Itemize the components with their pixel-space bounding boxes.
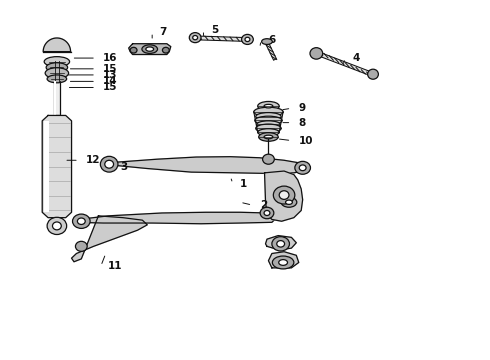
Ellipse shape: [256, 113, 281, 121]
Ellipse shape: [368, 69, 378, 79]
Ellipse shape: [162, 47, 169, 53]
Ellipse shape: [258, 129, 279, 136]
Ellipse shape: [44, 57, 70, 67]
Text: 15: 15: [103, 82, 118, 93]
Text: 9: 9: [299, 103, 306, 113]
Ellipse shape: [279, 260, 288, 265]
Ellipse shape: [257, 121, 280, 128]
Ellipse shape: [142, 45, 158, 53]
Polygon shape: [74, 212, 277, 224]
Ellipse shape: [77, 218, 85, 225]
Bar: [45, 121, 49, 212]
Ellipse shape: [272, 256, 294, 269]
Text: 4: 4: [352, 53, 360, 63]
Ellipse shape: [263, 154, 274, 164]
Text: 12: 12: [86, 155, 101, 165]
Ellipse shape: [130, 47, 137, 53]
Ellipse shape: [105, 160, 114, 168]
Ellipse shape: [279, 191, 289, 199]
Bar: [54, 81, 56, 116]
Ellipse shape: [286, 200, 293, 204]
Ellipse shape: [273, 186, 295, 204]
Ellipse shape: [47, 217, 67, 234]
Ellipse shape: [264, 211, 270, 216]
Ellipse shape: [189, 33, 201, 42]
Text: 16: 16: [103, 53, 118, 63]
Ellipse shape: [47, 75, 67, 83]
Polygon shape: [266, 235, 296, 250]
Ellipse shape: [310, 48, 323, 59]
Ellipse shape: [264, 104, 273, 108]
Bar: [55, 61, 59, 82]
Text: 8: 8: [299, 118, 306, 128]
Ellipse shape: [264, 135, 273, 139]
Polygon shape: [129, 44, 171, 54]
Ellipse shape: [254, 107, 283, 117]
Ellipse shape: [295, 161, 311, 174]
Ellipse shape: [73, 214, 90, 228]
Text: 13: 13: [103, 70, 118, 80]
Ellipse shape: [299, 165, 306, 171]
Ellipse shape: [193, 36, 197, 40]
Ellipse shape: [262, 39, 272, 44]
Ellipse shape: [258, 102, 279, 111]
Bar: [54, 81, 60, 116]
Polygon shape: [42, 116, 72, 218]
Text: 15: 15: [103, 64, 118, 74]
Ellipse shape: [272, 237, 290, 251]
Polygon shape: [265, 171, 303, 221]
Ellipse shape: [259, 133, 278, 141]
Polygon shape: [108, 157, 309, 174]
Ellipse shape: [45, 68, 69, 78]
Text: 3: 3: [121, 162, 128, 172]
Ellipse shape: [100, 156, 118, 172]
Polygon shape: [72, 216, 147, 262]
Ellipse shape: [242, 35, 253, 44]
Text: 6: 6: [269, 35, 276, 45]
Ellipse shape: [277, 240, 285, 247]
Ellipse shape: [281, 197, 297, 207]
Ellipse shape: [46, 63, 68, 72]
Ellipse shape: [256, 124, 281, 133]
Ellipse shape: [255, 116, 282, 125]
Text: 7: 7: [159, 27, 167, 37]
Polygon shape: [43, 38, 71, 51]
Ellipse shape: [52, 222, 61, 230]
Text: 10: 10: [299, 136, 313, 145]
Text: 14: 14: [103, 76, 118, 86]
Ellipse shape: [260, 207, 274, 219]
Text: 11: 11: [108, 261, 122, 271]
Ellipse shape: [146, 47, 154, 51]
Ellipse shape: [75, 241, 87, 251]
Text: 1: 1: [240, 179, 247, 189]
Text: 5: 5: [211, 25, 218, 35]
Ellipse shape: [245, 37, 250, 41]
Polygon shape: [269, 252, 299, 268]
Text: 2: 2: [260, 200, 267, 210]
